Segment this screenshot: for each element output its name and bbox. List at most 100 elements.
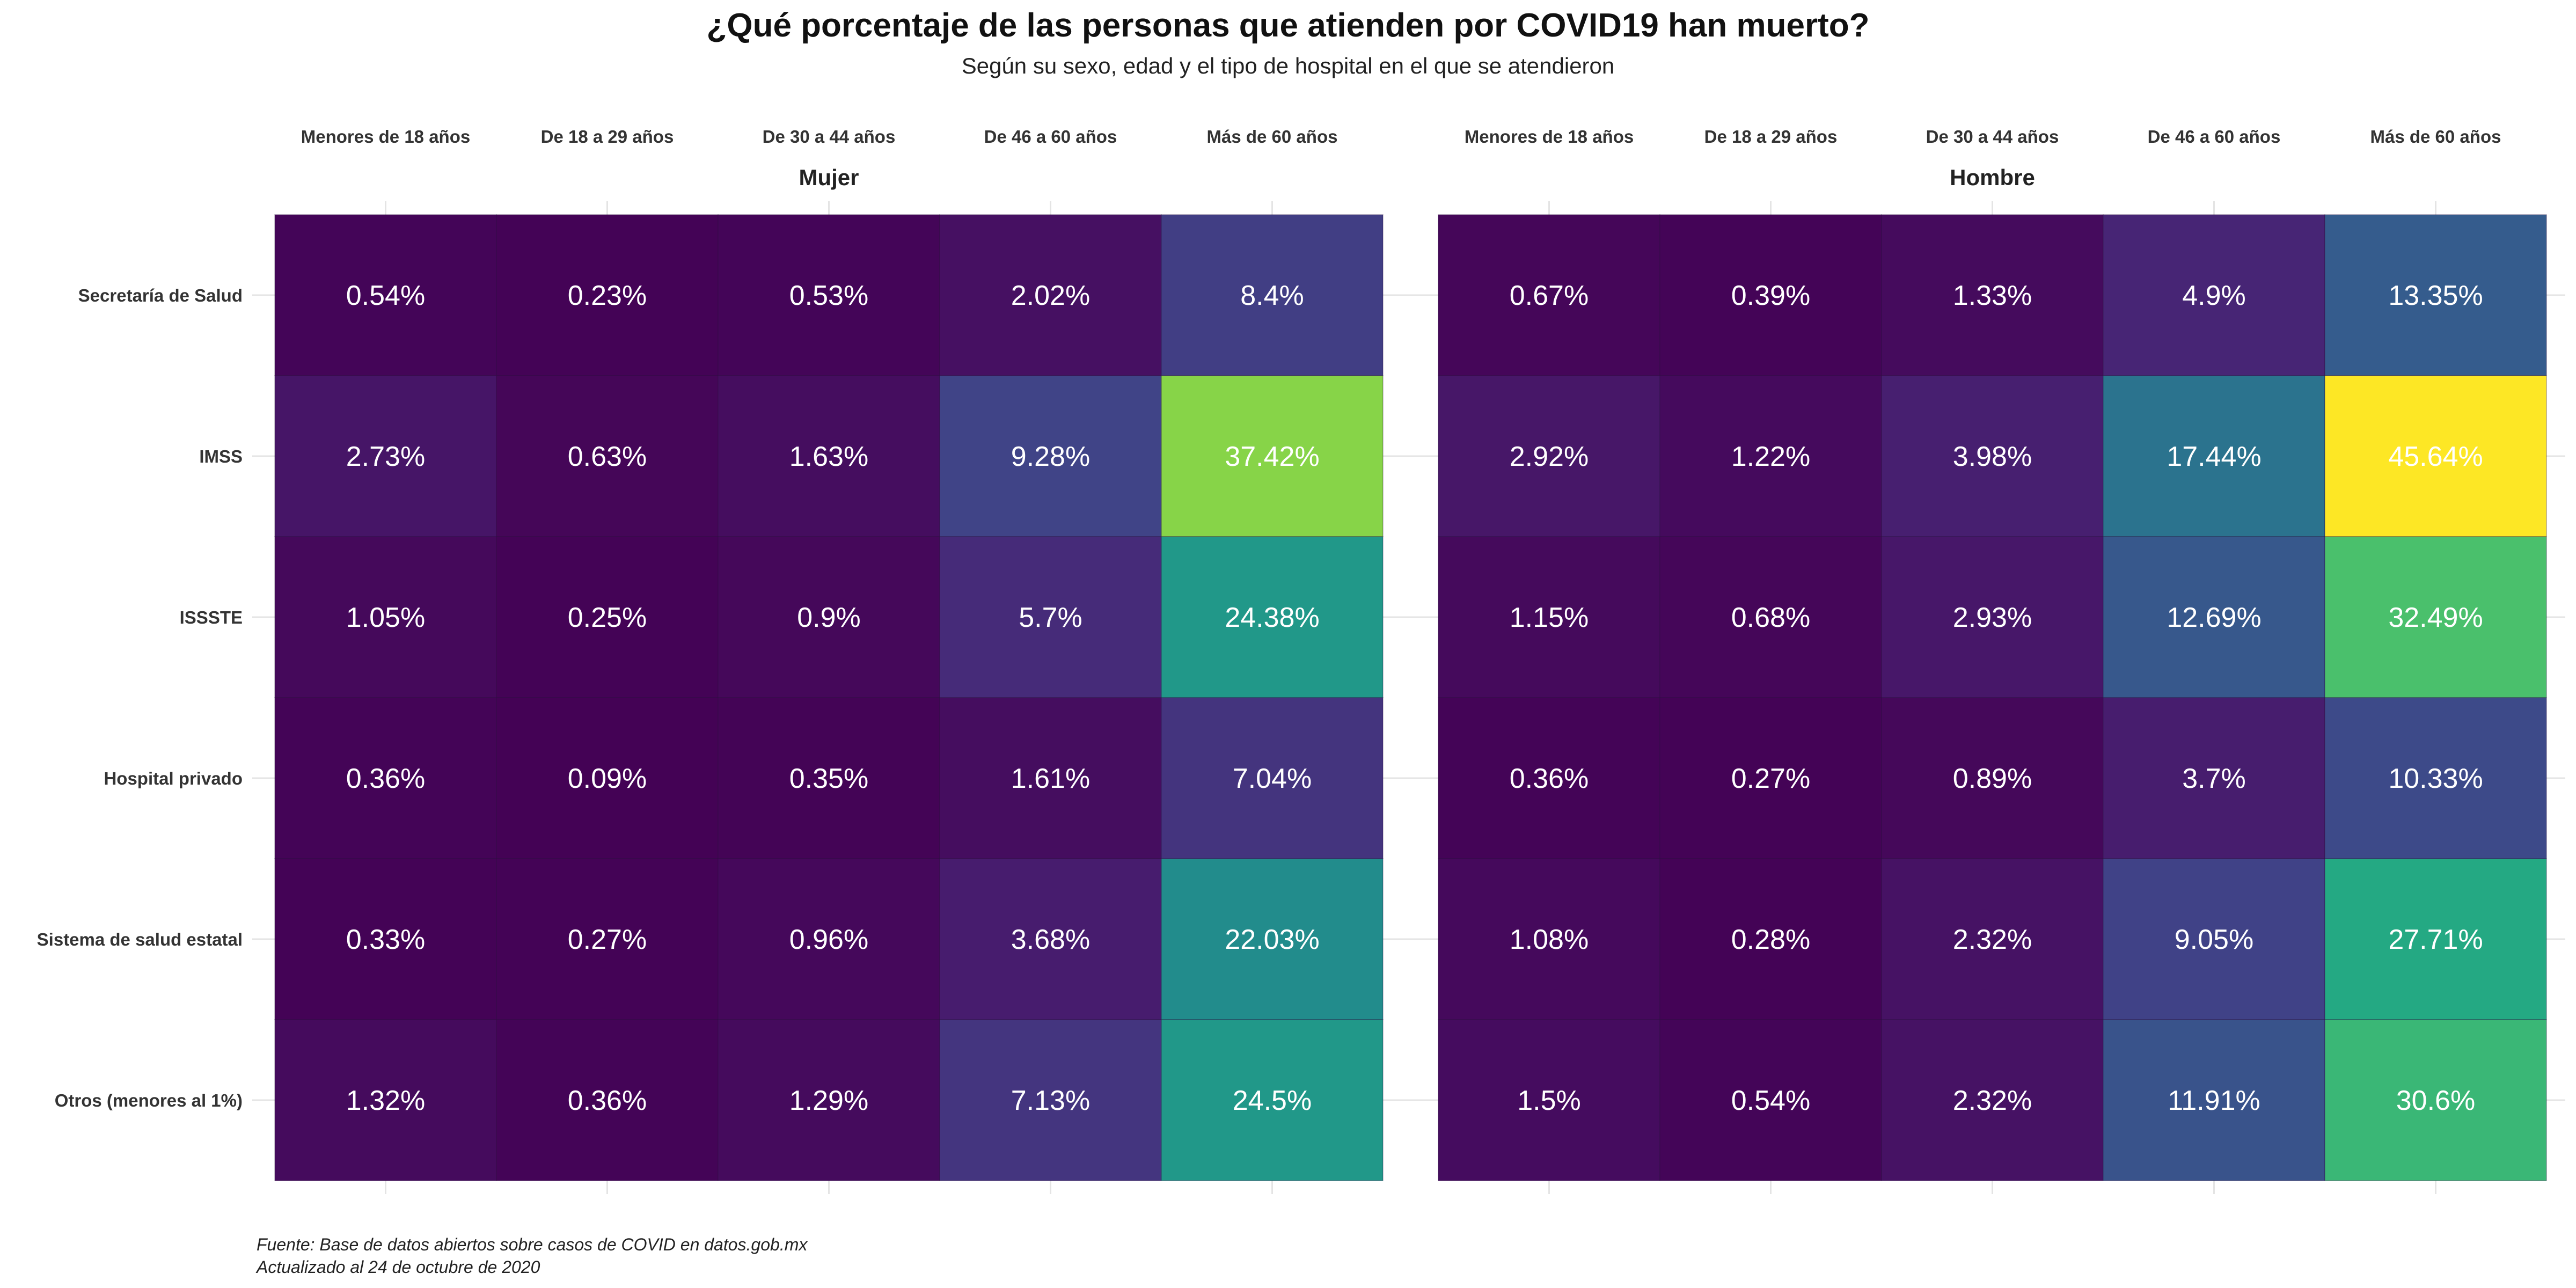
cell-value-label: 0.25% (568, 602, 647, 633)
cell-value-label: 1.33% (1953, 280, 2032, 311)
cell-value-label: 0.36% (568, 1085, 647, 1116)
cell-value-label: 2.92% (1510, 441, 1589, 472)
cell-value-label: 0.39% (1731, 280, 1810, 311)
heatmap-cell (274, 697, 497, 859)
cell-value-label: 27.71% (2388, 924, 2483, 955)
heatmap-cell (274, 536, 497, 698)
row-label: Sistema de salud estatal (37, 930, 243, 949)
heatmap-cell (939, 697, 1162, 859)
heatmap-cell (2103, 536, 2325, 698)
cell-value-label: 8.4% (1240, 280, 1304, 311)
heatmap-cell (2324, 697, 2547, 859)
column-label: De 46 a 60 años (2148, 127, 2281, 147)
heatmap-cell (939, 536, 1162, 698)
cell-value-label: 0.54% (346, 280, 425, 311)
cell-value-label: 7.13% (1011, 1085, 1090, 1116)
heatmap-cell (1161, 214, 1384, 376)
heatmap-cell (718, 536, 940, 698)
cell-value-label: 0.33% (346, 924, 425, 955)
cell-value-label: 0.36% (1510, 763, 1589, 794)
heatmap-cell (2324, 536, 2547, 698)
heatmap-cell (1438, 858, 1660, 1020)
heatmap-cell (718, 1019, 940, 1181)
cell-value-label: 3.68% (1011, 924, 1090, 955)
column-label: Más de 60 años (2370, 127, 2501, 147)
heatmap-cell (939, 858, 1162, 1020)
row-label: Otros (menores al 1%) (55, 1091, 243, 1110)
heatmap-cell (1438, 1019, 1660, 1181)
row-label: Hospital privado (104, 769, 243, 788)
cell-value-label: 1.32% (346, 1085, 425, 1116)
cell-value-label: 1.61% (1011, 763, 1090, 794)
column-label: De 30 a 44 años (763, 127, 896, 147)
heatmap-cell (1161, 375, 1384, 537)
heatmap-cell (1438, 375, 1660, 537)
column-label: De 46 a 60 años (984, 127, 1117, 147)
cell-value-label: 0.63% (568, 441, 647, 472)
cell-value-label: 10.33% (2388, 763, 2483, 794)
heatmap-cell (496, 697, 719, 859)
heatmap-cell (1438, 536, 1660, 698)
heatmap-cell (1881, 375, 2104, 537)
heatmap-cell (1161, 536, 1384, 698)
cell-value-label: 1.22% (1731, 441, 1810, 472)
heatmap-cell (274, 214, 497, 376)
heatmap-cell (1881, 536, 2104, 698)
heatmap-cell (274, 375, 497, 537)
cell-value-label: 12.69% (2167, 602, 2261, 633)
cell-value-label: 1.5% (1517, 1085, 1581, 1116)
row-label: IMSS (199, 447, 243, 466)
chart-subtitle: Según su sexo, edad y el tipo de hospita… (962, 53, 1615, 78)
heatmap-cell (2103, 697, 2325, 859)
heatmap-cell (496, 214, 719, 376)
heatmap-cell (718, 858, 940, 1020)
caption-updated: Actualizado al 24 de octubre de 2020 (255, 1257, 540, 1277)
heatmap-cell (496, 858, 719, 1020)
heatmap-cell (939, 1019, 1162, 1181)
cell-value-label: 0.36% (346, 763, 425, 794)
cell-value-label: 3.98% (1953, 441, 2032, 472)
column-label: Menores de 18 años (301, 127, 470, 147)
cell-value-label: 9.28% (1011, 441, 1090, 472)
heatmap-cell (2324, 1019, 2547, 1181)
cell-value-label: 22.03% (1225, 924, 1319, 955)
facet-label: Mujer (799, 165, 859, 190)
heatmap-cell (496, 536, 719, 698)
heatmap-cell (1659, 858, 1882, 1020)
cell-value-label: 2.02% (1011, 280, 1090, 311)
cell-value-label: 11.91% (2168, 1085, 2260, 1116)
column-label: Menores de 18 años (1465, 127, 1634, 147)
cell-value-label: 0.54% (1731, 1085, 1810, 1116)
cell-value-label: 2.93% (1953, 602, 2032, 633)
cell-value-label: 1.15% (1510, 602, 1589, 633)
cell-value-label: 0.96% (789, 924, 868, 955)
heatmap-cell (2324, 214, 2547, 376)
heatmap-cell (2324, 375, 2547, 537)
heatmap-cell (2324, 858, 2547, 1020)
cell-value-label: 1.08% (1510, 924, 1589, 955)
cell-value-label: 0.27% (1731, 763, 1810, 794)
cell-value-label: 0.9% (797, 602, 861, 633)
facet-label: Hombre (1950, 165, 2035, 190)
heatmap-cell (1881, 697, 2104, 859)
cell-value-label: 2.73% (346, 441, 425, 472)
cell-value-label: 9.05% (2175, 924, 2253, 955)
cell-value-label: 1.29% (789, 1085, 868, 1116)
cell-value-label: 3.7% (2182, 763, 2246, 794)
cell-value-label: 24.5% (1233, 1085, 1312, 1116)
cell-value-label: 4.9% (2182, 280, 2246, 311)
cell-value-label: 0.68% (1731, 602, 1810, 633)
heatmap-cell (274, 1019, 497, 1181)
column-label: Más de 60 años (1207, 127, 1338, 147)
heatmap-cell (1881, 214, 2104, 376)
row-label: ISSSTE (180, 608, 243, 627)
cell-value-label: 5.7% (1019, 602, 1082, 633)
heatmap-cell (1438, 697, 1660, 859)
cell-value-label: 0.53% (789, 280, 868, 311)
cell-value-label: 0.28% (1731, 924, 1810, 955)
column-label: De 18 a 29 años (1704, 127, 1838, 147)
cell-value-label: 1.63% (789, 441, 868, 472)
heatmap-cell (1659, 536, 1882, 698)
caption-source: Fuente: Base de datos abiertos sobre cas… (257, 1235, 808, 1254)
